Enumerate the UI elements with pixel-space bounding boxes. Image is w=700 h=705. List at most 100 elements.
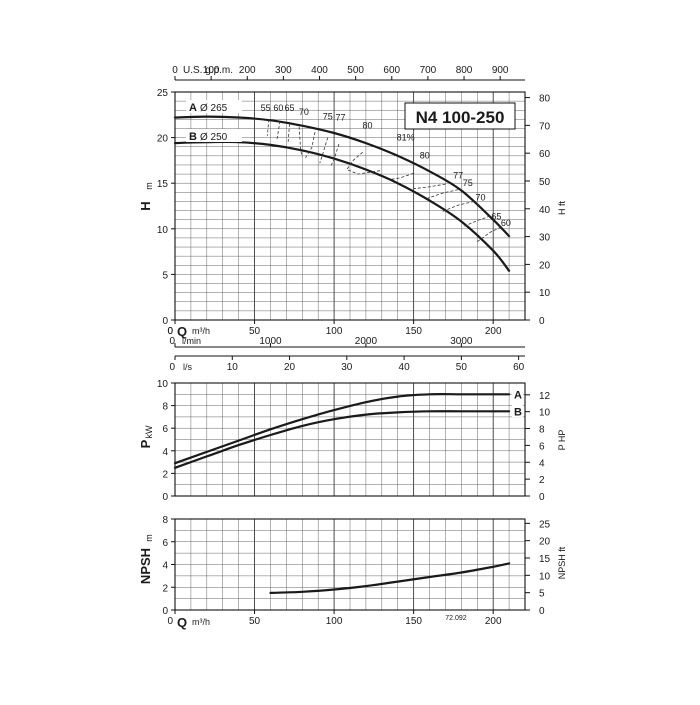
flow-q-zero: 0 [167,326,173,337]
efficiency-line [319,137,329,164]
head-grid-frame [174,91,526,321]
power-curve-letter-A: A [514,389,522,401]
gpm-tick-label: 300 [275,65,292,76]
ls-tick-label: 10 [227,362,239,373]
npsh-x-tick-label: 100 [326,616,343,627]
gpm-tick-label: 200 [239,65,256,76]
head-axis-unit: m [144,182,154,190]
npsh-y2-tick-label: 5 [539,589,545,600]
ls-tick-label: 40 [399,362,411,373]
efficiency-label: 65 [285,103,295,113]
efficiency-line [413,183,446,190]
efficiency-line [389,172,414,180]
power-y-tick-label: 10 [157,379,169,390]
head-y-tick-label: 15 [157,179,169,190]
lmin-tick-label: 3000 [450,336,473,347]
label-bg-A [186,100,242,113]
power-grid-frame [174,382,526,497]
power-y-tick-label: 4 [162,447,168,458]
npsh-y2-tick-label: 15 [539,554,551,565]
gpm-tick-label: 600 [383,65,400,76]
power-axis-title-hp: P HP [557,430,567,451]
ls-tick-label: 30 [341,362,353,373]
power-curve-B [173,410,511,469]
head-curve-letter-B: B [189,131,197,143]
power-y-tick-label: 6 [162,424,168,435]
efficiency-line [442,201,475,212]
head-x-tick-label: 100 [326,326,343,337]
efficiency-label: 60 [501,218,511,228]
gpm-tick-label: 800 [456,65,473,76]
figure-code-bg [440,613,470,622]
efficiency-line [298,126,303,157]
head-y2-tick-label: 60 [539,149,551,160]
head-curve-diameter-B: Ø 250 [200,132,228,143]
head-curve-B [173,140,511,272]
head-x-axis-title: Q [177,324,187,339]
efficiency-line [287,123,290,145]
ls-tick-label: 20 [284,362,296,373]
ls-tick-label: 0 [169,362,175,373]
model-box [404,102,516,130]
ls-tick-label: 60 [513,362,525,373]
head-y2-tick-label: 40 [539,205,551,216]
power-axis-unit: kW [144,425,154,439]
lmin-axis-title: l/min [182,336,201,346]
gpm-tick-label: 0 [172,65,178,76]
npsh-x-axis-title: Q [177,615,187,630]
npsh-curve [269,562,511,594]
efficiency-label: 70 [299,107,309,117]
efficiency-label: 77 [335,112,345,122]
efficiency-line [426,189,459,200]
npsh-y-tick-label: 8 [162,515,168,526]
efficiency-line [266,119,270,136]
npsh-y-tick-label: 0 [162,606,168,617]
efficiency-label: 70 [475,193,485,203]
gpm-tick-label: 700 [420,65,437,76]
gpm-tick-label: 500 [347,65,364,76]
head-y-tick-label: 5 [162,270,168,281]
efficiency-label: 81% [397,132,415,142]
power-letter-bg-A [512,387,523,401]
power-y-tick-label: 0 [162,492,168,503]
lmin-tick-label: 0 [169,336,175,347]
head-y2-tick-label: 80 [539,94,551,105]
head-x-axis-unit: m³/h [192,326,210,336]
npsh-y2-tick-label: 20 [539,537,551,548]
npsh-y2-tick-label: 10 [539,571,551,582]
head-y2-tick-label: 50 [539,177,551,188]
power-y2-tick-label: 8 [539,425,545,436]
npsh-axis-unit: m [144,534,154,542]
power-y2-tick-label: 0 [539,492,545,503]
power-curve-letter-B: B [514,406,522,418]
head-x-tick-label: 150 [405,326,422,337]
npsh-y-tick-label: 2 [162,583,168,594]
gpm-tick-label: 400 [311,65,328,76]
efficiency-line [464,215,491,227]
power-y2-tick-label: 2 [539,475,545,486]
power-y2-tick-label: 10 [539,408,551,419]
npsh-x-tick-label: 200 [485,616,502,627]
npsh-x-tick-label: 0 [167,616,173,627]
efficiency-label: 65 [491,212,501,222]
npsh-y-tick-label: 4 [162,561,168,572]
head-y2-tick-label: 0 [539,316,545,327]
power-y-tick-label: 2 [162,469,168,480]
head-curve-letter-A: A [189,102,197,114]
power-y2-tick-label: 4 [539,458,545,469]
head-curve-diameter-A: Ø 265 [200,103,228,114]
figure-code: 72.092 [445,615,467,622]
power-letter-bg-B [512,404,523,418]
ls-tick-label: 50 [456,362,468,373]
label-bg-B [186,129,242,142]
power-y2-tick-label: 6 [539,441,545,452]
head-y-tick-label: 25 [157,88,169,99]
gpm-tick-label: 900 [492,65,509,76]
head-x-tick-label: 0 [167,326,173,337]
head-y-tick-label: 20 [157,134,169,145]
npsh-y2-tick-label: 25 [539,519,551,530]
head-y-tick-label: 10 [157,225,169,236]
efficiency-line [305,132,316,158]
